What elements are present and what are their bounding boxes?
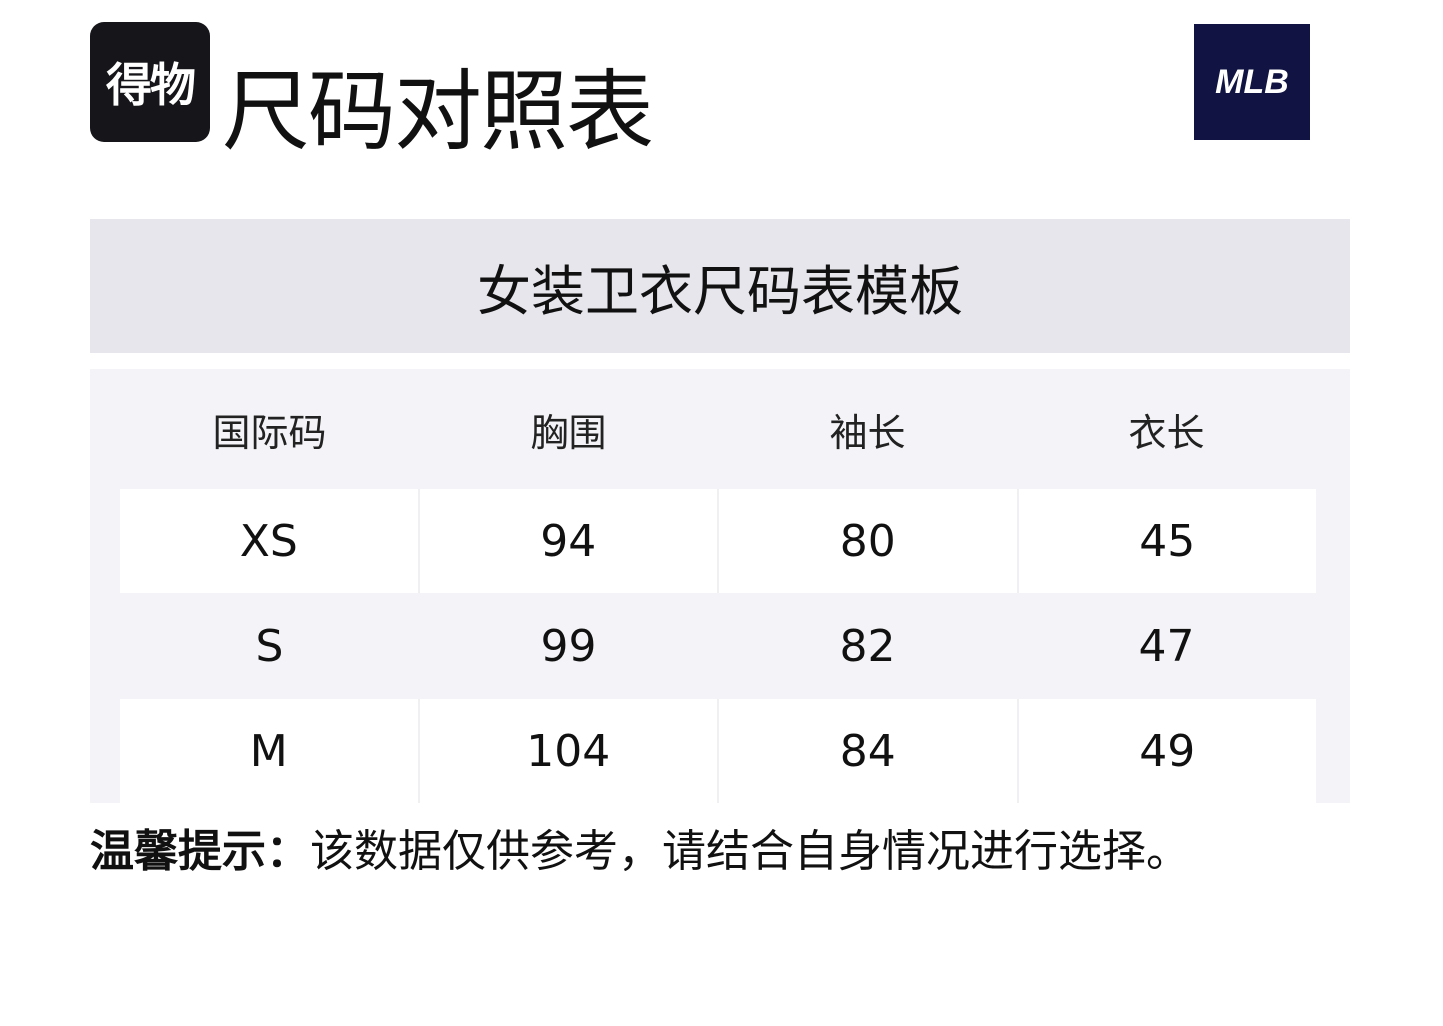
page-title: 尺码对照表 [222, 60, 654, 163]
table-caption: 女装卫衣尺码表模板 [90, 219, 1350, 353]
table-cell: 49 [1016, 699, 1316, 803]
tip-text: 该数据仅供参考，请结合自身情况进行选择。 [310, 826, 1190, 877]
logo-text: 得物 [106, 58, 196, 112]
table-cell: 94 [417, 489, 717, 593]
table-cell: 47 [1138, 620, 1195, 672]
mlb-logo: MLB [1194, 24, 1310, 140]
mlb-logo-text: MLB [1215, 62, 1289, 101]
table-row: M 104 84 49 [120, 699, 1316, 803]
table-cell: 82 [839, 620, 896, 672]
dewu-logo: 得物 [90, 22, 210, 142]
size-table: 国际码 胸围 袖长 衣长 XS 94 80 45 S 99 82 47 M 10… [90, 369, 1350, 803]
header-cell: 胸围 [530, 410, 607, 455]
table-cell: 99 [540, 620, 597, 672]
header-cell: 袖长 [829, 410, 906, 455]
table-cell: 45 [1016, 489, 1316, 593]
table-cell: XS [120, 489, 418, 593]
table-row: S 99 82 47 [120, 594, 1316, 698]
table-cell: 80 [717, 489, 1017, 593]
tip-label: 温馨提示： [90, 826, 310, 877]
table-cell: 84 [717, 699, 1017, 803]
table-cell: S [255, 620, 284, 672]
table-row: XS 94 80 45 [120, 489, 1316, 593]
table-header-row: 国际码 胸围 袖长 衣长 [120, 369, 1316, 489]
tip-note: 温馨提示：该数据仅供参考，请结合自身情况进行选择。 [90, 822, 1190, 882]
header-cell: 衣长 [1128, 410, 1205, 455]
table-cell: M [120, 699, 418, 803]
header-cell: 国际码 [212, 410, 327, 455]
table-cell: 104 [417, 699, 717, 803]
